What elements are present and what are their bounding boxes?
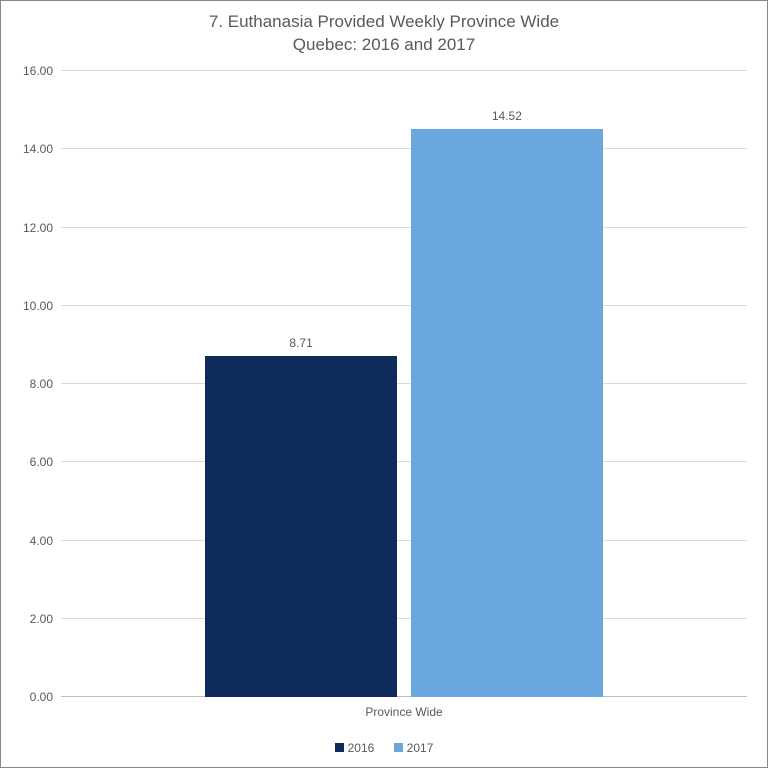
bar-value-label: 14.52 (492, 109, 522, 123)
bar-2016: 8.71 (205, 356, 397, 697)
chart-title: 7. Euthanasia Provided Weekly Province W… (1, 1, 767, 57)
legend-label-2017: 2017 (407, 741, 434, 755)
legend-swatch-2017 (394, 743, 403, 752)
y-tick-label: 16.00 (23, 64, 53, 78)
grid-line (61, 383, 747, 384)
x-category-label: Province Wide (365, 705, 442, 719)
y-tick-label: 6.00 (30, 455, 53, 469)
grid-line (61, 227, 747, 228)
y-tick-label: 4.00 (30, 534, 53, 548)
y-tick-label: 0.00 (30, 690, 53, 704)
grid-line (61, 148, 747, 149)
chart-title-line2: Quebec: 2016 and 2017 (293, 35, 475, 54)
grid-line (61, 461, 747, 462)
legend-item-2017: 2017 (394, 741, 434, 755)
legend-swatch-2016 (335, 743, 344, 752)
y-tick-label: 10.00 (23, 299, 53, 313)
bar-value-label: 8.71 (289, 336, 312, 350)
y-tick-label: 14.00 (23, 142, 53, 156)
grid-line (61, 305, 747, 306)
y-tick-label: 2.00 (30, 612, 53, 626)
y-tick-label: 12.00 (23, 221, 53, 235)
chart-title-line1: 7. Euthanasia Provided Weekly Province W… (209, 12, 559, 31)
grid-line (61, 540, 747, 541)
x-axis-line (61, 696, 747, 697)
legend-label-2016: 2016 (348, 741, 375, 755)
legend-item-2016: 2016 (335, 741, 375, 755)
plot-area: Province Wide 0.002.004.006.008.0010.001… (61, 71, 747, 697)
grid-line (61, 618, 747, 619)
grid-line (61, 70, 747, 71)
y-tick-label: 8.00 (30, 377, 53, 391)
bar-2017: 14.52 (411, 129, 603, 697)
legend: 2016 2017 (1, 741, 767, 756)
chart-frame: 7. Euthanasia Provided Weekly Province W… (0, 0, 768, 768)
